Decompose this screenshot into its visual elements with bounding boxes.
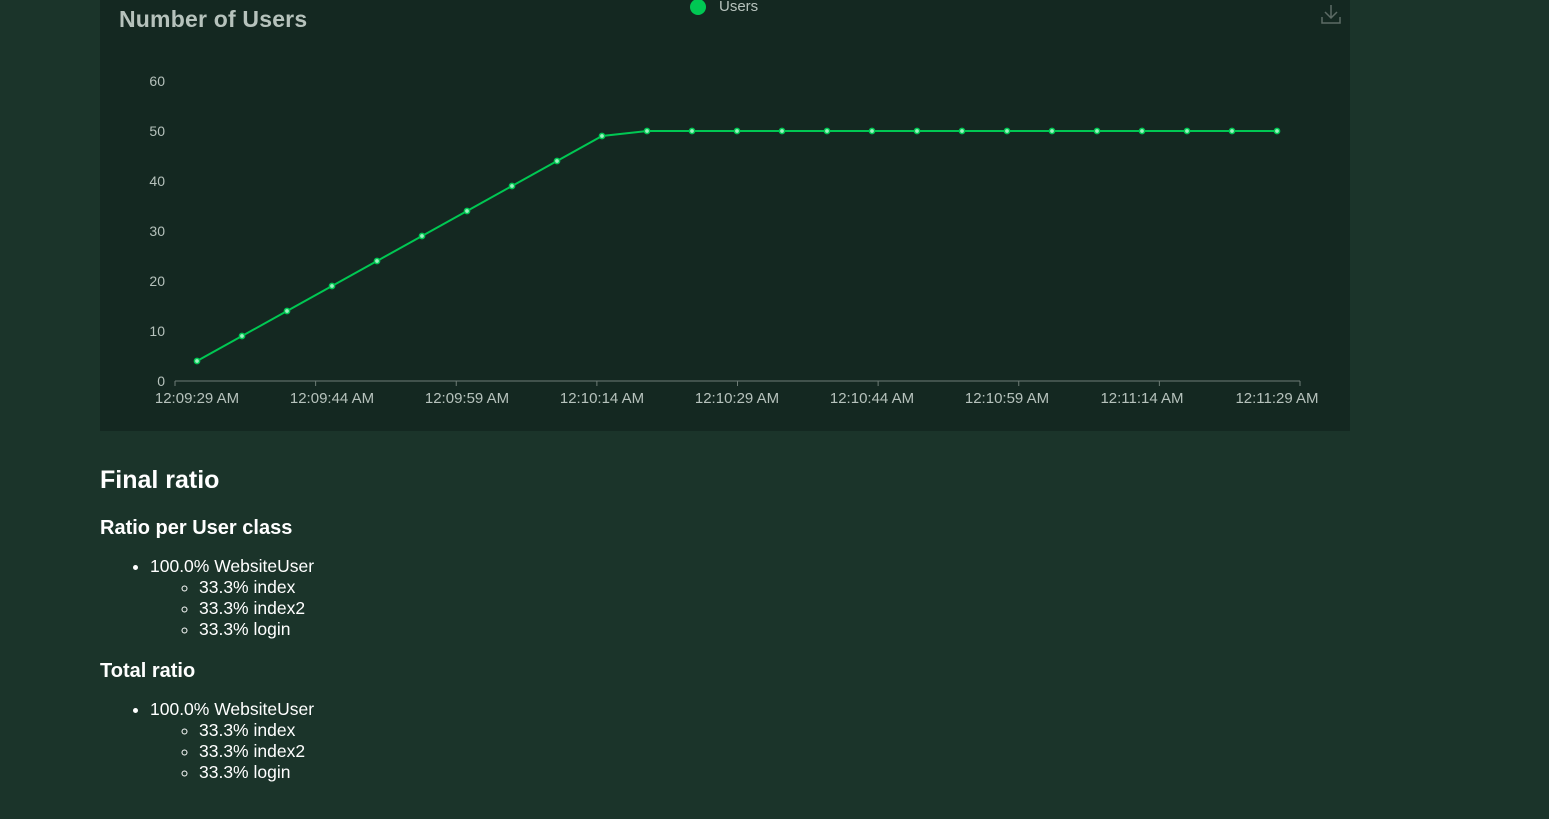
x-tick-label: 12:10:14 AM bbox=[560, 390, 644, 407]
y-tick-label: 0 bbox=[157, 373, 165, 389]
data-point bbox=[688, 127, 696, 135]
y-tick-label: 40 bbox=[149, 173, 165, 189]
data-point bbox=[868, 127, 876, 135]
x-tick-label: 12:09:44 AM bbox=[290, 390, 374, 407]
data-point bbox=[463, 207, 471, 215]
data-point bbox=[778, 127, 786, 135]
users-line-chart: 0 10 20 30 40 50 60 12:09:29 AM 12:09:44 AM 12:09… bbox=[149, 73, 1318, 407]
data-point bbox=[958, 127, 966, 135]
data-point bbox=[373, 257, 381, 265]
x-tick-label: 12:09:59 AM bbox=[425, 390, 509, 407]
x-tick-label: 12:10:44 AM bbox=[830, 390, 914, 407]
list-item-task: 33.3% login bbox=[199, 619, 1000, 640]
task-ratio-list: 33.3% index 33.3% index2 33.3% login bbox=[150, 720, 1000, 783]
y-tick-label: 10 bbox=[149, 323, 165, 339]
total-ratio-heading: Total ratio bbox=[100, 660, 196, 682]
data-point bbox=[1003, 127, 1011, 135]
data-point bbox=[508, 182, 516, 190]
x-tick-label: 12:09:29 AM bbox=[155, 390, 239, 407]
y-tick-label: 60 bbox=[149, 73, 165, 89]
legend-label: Users bbox=[719, 0, 759, 15]
user-class-ratio: 100.0% WebsiteUser bbox=[150, 699, 315, 719]
legend-swatch bbox=[690, 0, 706, 15]
data-point bbox=[553, 157, 561, 165]
data-point bbox=[1048, 127, 1056, 135]
ratio-per-class-heading: Ratio per User class bbox=[100, 517, 293, 539]
data-point bbox=[1273, 127, 1281, 135]
list-item-user-class: 100.0% WebsiteUser 33.3% index 33.3% ind… bbox=[150, 556, 1000, 640]
data-point bbox=[733, 127, 741, 135]
total-ratio-list: 100.0% WebsiteUser 33.3% index 33.3% ind… bbox=[100, 699, 1000, 783]
user-class-ratio: 100.0% WebsiteUser bbox=[150, 556, 315, 576]
list-item-task: 33.3% index2 bbox=[199, 598, 1000, 619]
x-tick-label: 12:11:29 AM bbox=[1235, 390, 1318, 407]
data-point bbox=[1183, 127, 1191, 135]
data-point bbox=[328, 282, 336, 290]
data-point bbox=[1138, 127, 1146, 135]
y-tick-label: 30 bbox=[149, 223, 165, 239]
list-item-task: 33.3% login bbox=[199, 762, 1000, 783]
list-item-user-class: 100.0% WebsiteUser 33.3% index 33.3% ind… bbox=[150, 699, 1000, 783]
data-point bbox=[1228, 127, 1236, 135]
data-point bbox=[283, 307, 291, 315]
list-item-task: 33.3% index2 bbox=[199, 741, 1000, 762]
list-item-task: 33.3% index bbox=[199, 720, 1000, 741]
y-tick-label: 50 bbox=[149, 123, 165, 139]
x-tick-label: 12:10:29 AM bbox=[695, 390, 779, 407]
chart-title: Number of Users bbox=[119, 6, 308, 32]
series-line-users bbox=[196, 130, 1277, 362]
x-tick-label: 12:11:14 AM bbox=[1100, 390, 1183, 407]
y-tick-label: 20 bbox=[149, 273, 165, 289]
data-point bbox=[823, 127, 831, 135]
download-icon[interactable] bbox=[1320, 3, 1342, 25]
final-ratio-section: Final ratio Ratio per User class 100.0% … bbox=[100, 466, 1000, 803]
data-point bbox=[418, 232, 426, 240]
data-point bbox=[193, 357, 201, 365]
task-ratio-list: 33.3% index 33.3% index2 33.3% login bbox=[150, 577, 1000, 640]
data-point bbox=[913, 127, 921, 135]
x-tick-label: 12:10:59 AM bbox=[965, 390, 1049, 407]
data-point bbox=[1093, 127, 1101, 135]
users-chart: 0 10 20 30 40 50 60 12:09:29 AM 12:09:44 AM 12:09… bbox=[100, 0, 1350, 431]
final-ratio-heading: Final ratio bbox=[100, 466, 220, 494]
data-point bbox=[643, 127, 651, 135]
chart-legend[interactable]: Users bbox=[690, 0, 758, 15]
data-point bbox=[598, 132, 606, 140]
data-point bbox=[238, 332, 246, 340]
ratio-per-class-list: 100.0% WebsiteUser 33.3% index 33.3% ind… bbox=[100, 556, 1000, 640]
list-item-task: 33.3% index bbox=[199, 577, 1000, 598]
